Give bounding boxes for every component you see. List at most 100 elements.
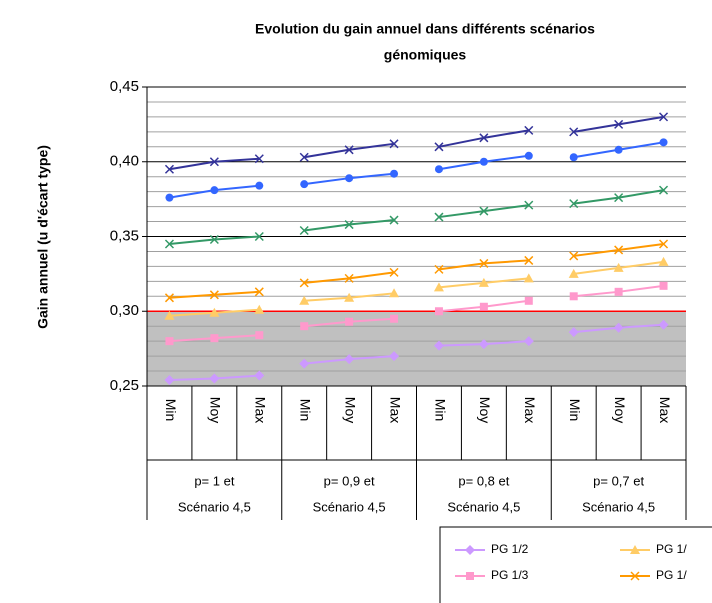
point (524, 255, 534, 265)
point (433, 282, 444, 292)
legend-marker (465, 545, 475, 555)
legend-item: PG 1/ (620, 542, 687, 556)
point (164, 164, 174, 174)
point (300, 180, 309, 189)
point (523, 336, 534, 347)
group-label: Scénario 4,5 (313, 499, 386, 514)
point (434, 142, 444, 152)
group-label: Scénario 4,5 (447, 499, 520, 514)
point (299, 225, 309, 236)
point (434, 264, 444, 274)
point (299, 278, 309, 288)
point (433, 340, 444, 351)
point (255, 331, 264, 340)
legend-item: PG 1/2 (455, 542, 529, 556)
x-tick-label: Max (253, 397, 269, 423)
group-label: p= 0,8 et (458, 473, 509, 488)
point (569, 153, 578, 162)
point (524, 125, 534, 135)
point (568, 268, 579, 278)
point (479, 157, 488, 166)
point (614, 287, 623, 296)
point (659, 185, 669, 195)
point (389, 288, 400, 298)
point (390, 314, 399, 323)
point (389, 351, 400, 362)
point (614, 119, 624, 129)
point (658, 256, 669, 266)
point (345, 174, 354, 183)
point (254, 304, 265, 314)
point (390, 169, 399, 178)
point (569, 199, 579, 209)
point (344, 145, 354, 155)
point (254, 231, 264, 242)
point (255, 181, 264, 190)
point (389, 139, 399, 149)
group-label: p= 1 et (194, 473, 235, 488)
point (569, 127, 579, 137)
chart-title: génomiques (384, 47, 467, 63)
x-tick-label: Min (163, 399, 179, 422)
point (434, 165, 443, 174)
point (254, 370, 265, 381)
point (210, 186, 219, 195)
point (568, 327, 579, 338)
group-label: p= 0,9 et (324, 473, 375, 488)
y-tick-label: 0,45 (110, 78, 139, 95)
x-tick-label: Moy (612, 397, 628, 423)
x-tick-label: Max (522, 397, 538, 423)
shaded-region (147, 311, 686, 386)
point (210, 334, 219, 343)
legend-marker (466, 572, 474, 580)
point (614, 193, 624, 203)
x-tick-label: Moy (342, 397, 358, 423)
point (434, 212, 444, 222)
point (569, 251, 579, 261)
point (344, 273, 354, 283)
point (344, 354, 355, 365)
point (613, 262, 624, 272)
x-tick-label: Min (432, 399, 448, 422)
point (165, 337, 174, 346)
x-tick-label: Max (387, 397, 403, 423)
legend-item: PG 1/ (620, 568, 687, 582)
point (659, 112, 669, 122)
point (254, 154, 264, 164)
group-label: Scénario 4,5 (178, 499, 251, 514)
chart-title: Evolution du gain annuel dans différents… (255, 21, 595, 37)
point (164, 310, 175, 320)
y-tick-label: 0,35 (110, 227, 139, 244)
point (434, 307, 443, 316)
point (299, 152, 309, 162)
point (478, 339, 489, 350)
point (165, 193, 174, 202)
legend-marker (630, 545, 640, 554)
point (389, 267, 399, 277)
point (300, 322, 309, 331)
y-tick-label: 0,30 (110, 302, 139, 319)
point (614, 145, 623, 154)
point (524, 200, 534, 210)
point (299, 358, 310, 369)
legend-label: PG 1/2 (491, 542, 529, 556)
point (479, 302, 488, 311)
point (614, 245, 624, 255)
legend-item: PG 1/3 (455, 568, 529, 582)
point (479, 258, 489, 268)
group-label: p= 0,7 et (593, 473, 644, 488)
legend (439, 526, 712, 603)
point (659, 138, 668, 147)
point (389, 215, 399, 225)
x-tick-label: Min (298, 399, 314, 422)
point (209, 307, 220, 317)
group-label: Scénario 4,5 (582, 499, 655, 514)
x-tick-label: Max (657, 397, 673, 423)
x-tick-label: Min (567, 399, 583, 422)
point (164, 375, 175, 386)
point (254, 287, 264, 297)
point (209, 290, 219, 300)
point (164, 293, 174, 303)
